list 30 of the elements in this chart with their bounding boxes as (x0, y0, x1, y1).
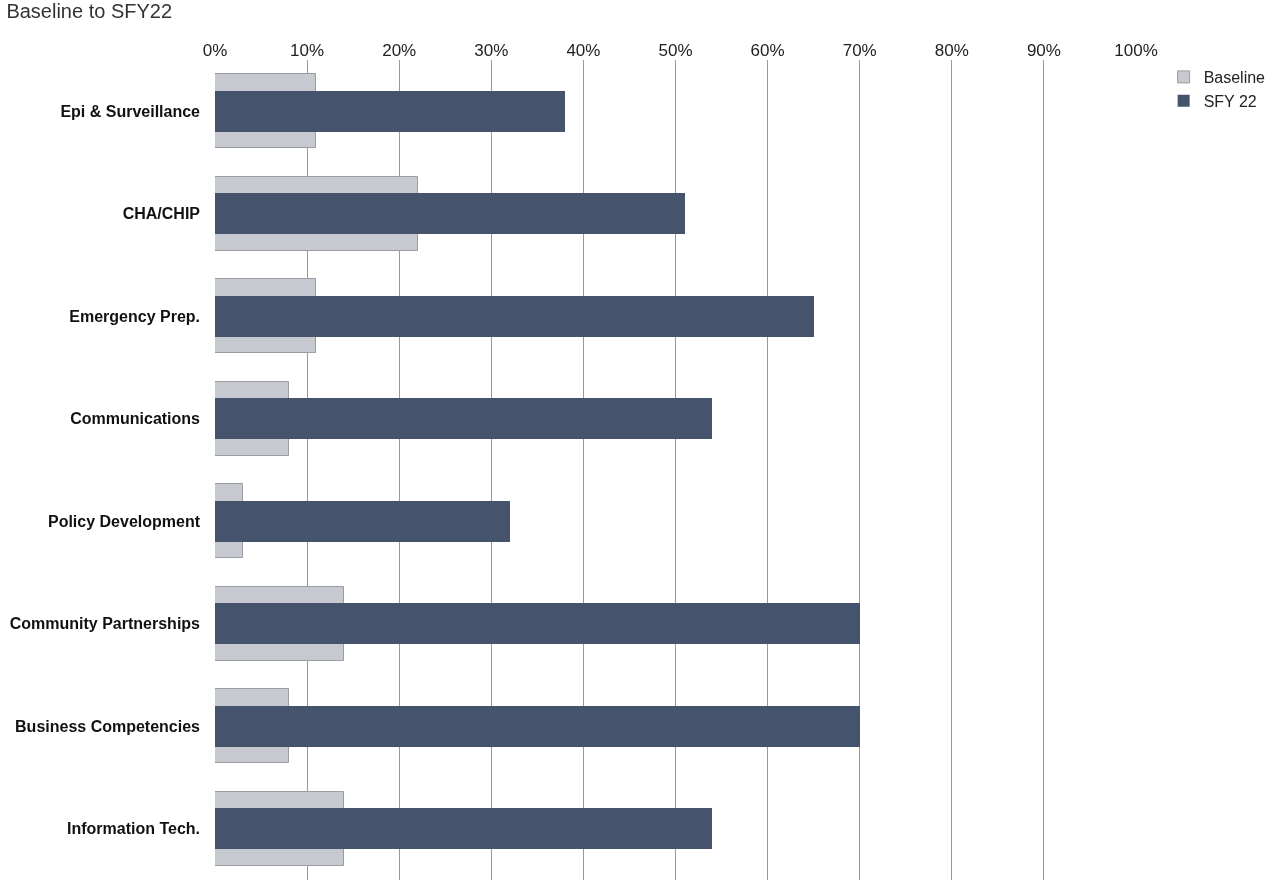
x-tick-label: 10% (290, 40, 325, 60)
y-tick-label: Community Partnerships (9, 615, 201, 633)
y-tick-label: Emergency Prep. (69, 307, 200, 325)
bar (215, 398, 712, 439)
x-tick-label: 60% (750, 40, 785, 60)
x-tick-label: 30% (474, 40, 509, 60)
y-tick-label: Communications (70, 410, 201, 428)
x-tick-label: 40% (566, 40, 601, 60)
bar (215, 193, 685, 234)
x-tick-label: 20% (382, 40, 417, 60)
x-tick-label: 100% (1114, 40, 1158, 60)
x-tick-label: 90% (1026, 40, 1061, 60)
bar (215, 603, 860, 644)
y-tick-label: CHA/CHIP (122, 205, 201, 223)
chart-title: Baseline to SFY22 (6, 0, 173, 23)
bar (215, 91, 565, 132)
x-tick-label: 50% (658, 40, 693, 60)
bar (215, 501, 510, 542)
x-tick-label: 80% (934, 40, 969, 60)
y-tick-label: Epi & Surveillance (60, 102, 201, 120)
bar (215, 808, 712, 849)
y-tick-label: Policy Development (47, 512, 201, 530)
y-tick-label: Business Competencies (15, 717, 201, 735)
x-tick-label: 70% (842, 40, 877, 60)
bar (215, 296, 814, 337)
bar (215, 706, 860, 747)
y-tick-label: Information Tech. (66, 820, 200, 838)
legend-label: SFY 22 (1203, 92, 1257, 110)
x-tick-label: 0% (202, 40, 228, 60)
legend-label: Baseline (1203, 69, 1266, 87)
